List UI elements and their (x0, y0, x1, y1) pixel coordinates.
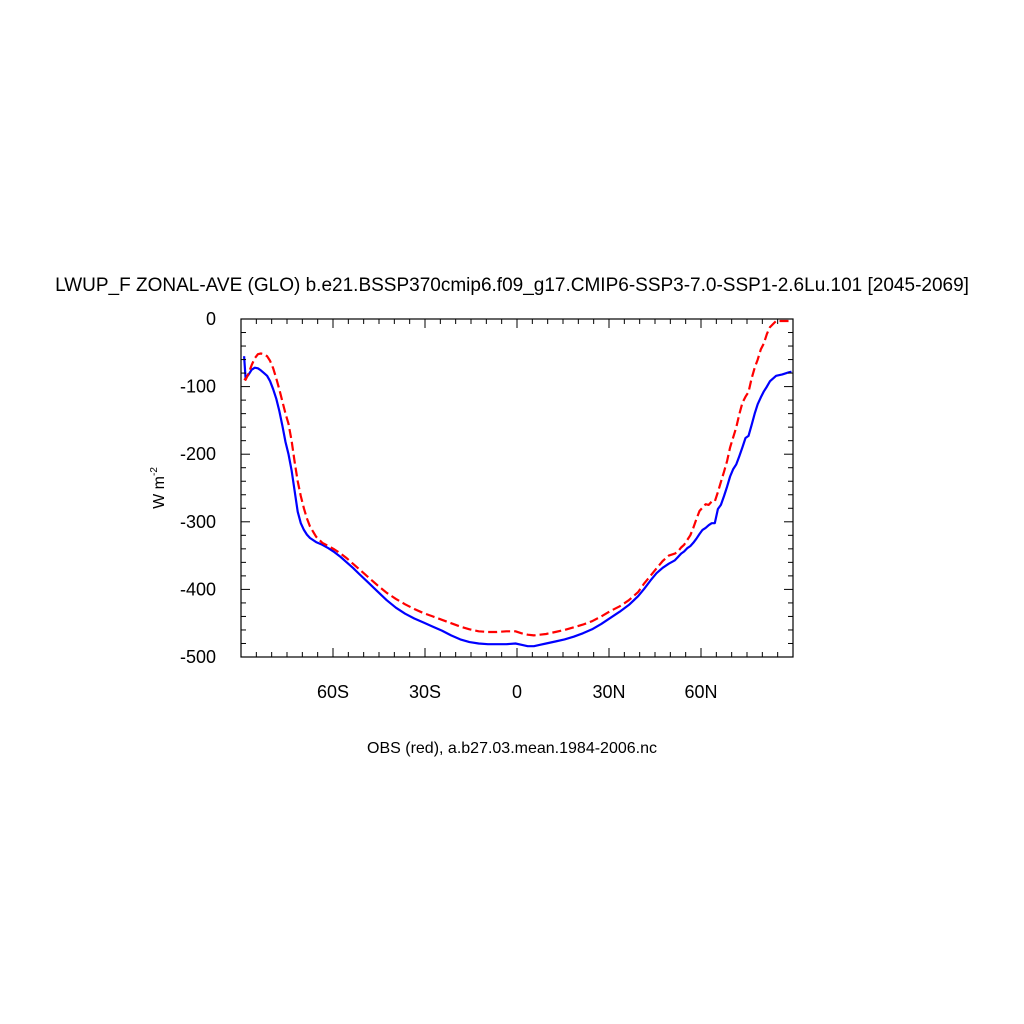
plot-frame (240, 318, 794, 658)
y-axis-label-unit: W m (151, 476, 168, 509)
y-tick-label: -400 (180, 579, 216, 599)
y-tick-label: -300 (180, 512, 216, 532)
x-tick-label: 30N (592, 682, 625, 702)
x-tick-label: 60S (317, 682, 349, 702)
y-axis-label-exponent: -2 (149, 467, 160, 476)
chart-title: LWUP_F ZONAL-AVE (GLO) b.e21.BSSP370cmip… (55, 275, 969, 296)
y-tick-label: -100 (180, 377, 216, 397)
plot-lines (243, 319, 792, 648)
x-tick-labels: 60S 30S 0 30N 60N (317, 682, 718, 702)
y-tick-label: -500 (180, 647, 216, 667)
series-line-1 (243, 356, 792, 648)
y-tick-labels: 0 -100 -200 -300 -400 -500 (180, 309, 216, 667)
y-tick-label: -200 (180, 444, 216, 464)
y-tick-label: 0 (206, 309, 216, 329)
chart-subtitle: OBS (red), a.b27.03.mean.1984-2006.nc (367, 740, 657, 757)
series-line-2 (243, 319, 792, 637)
y-axis-label: W m-2 (149, 467, 168, 509)
x-tick-label: 30S (409, 682, 441, 702)
tick-marks (241, 318, 793, 658)
x-tick-label: 60N (684, 682, 717, 702)
x-tick-label: 0 (512, 682, 522, 702)
